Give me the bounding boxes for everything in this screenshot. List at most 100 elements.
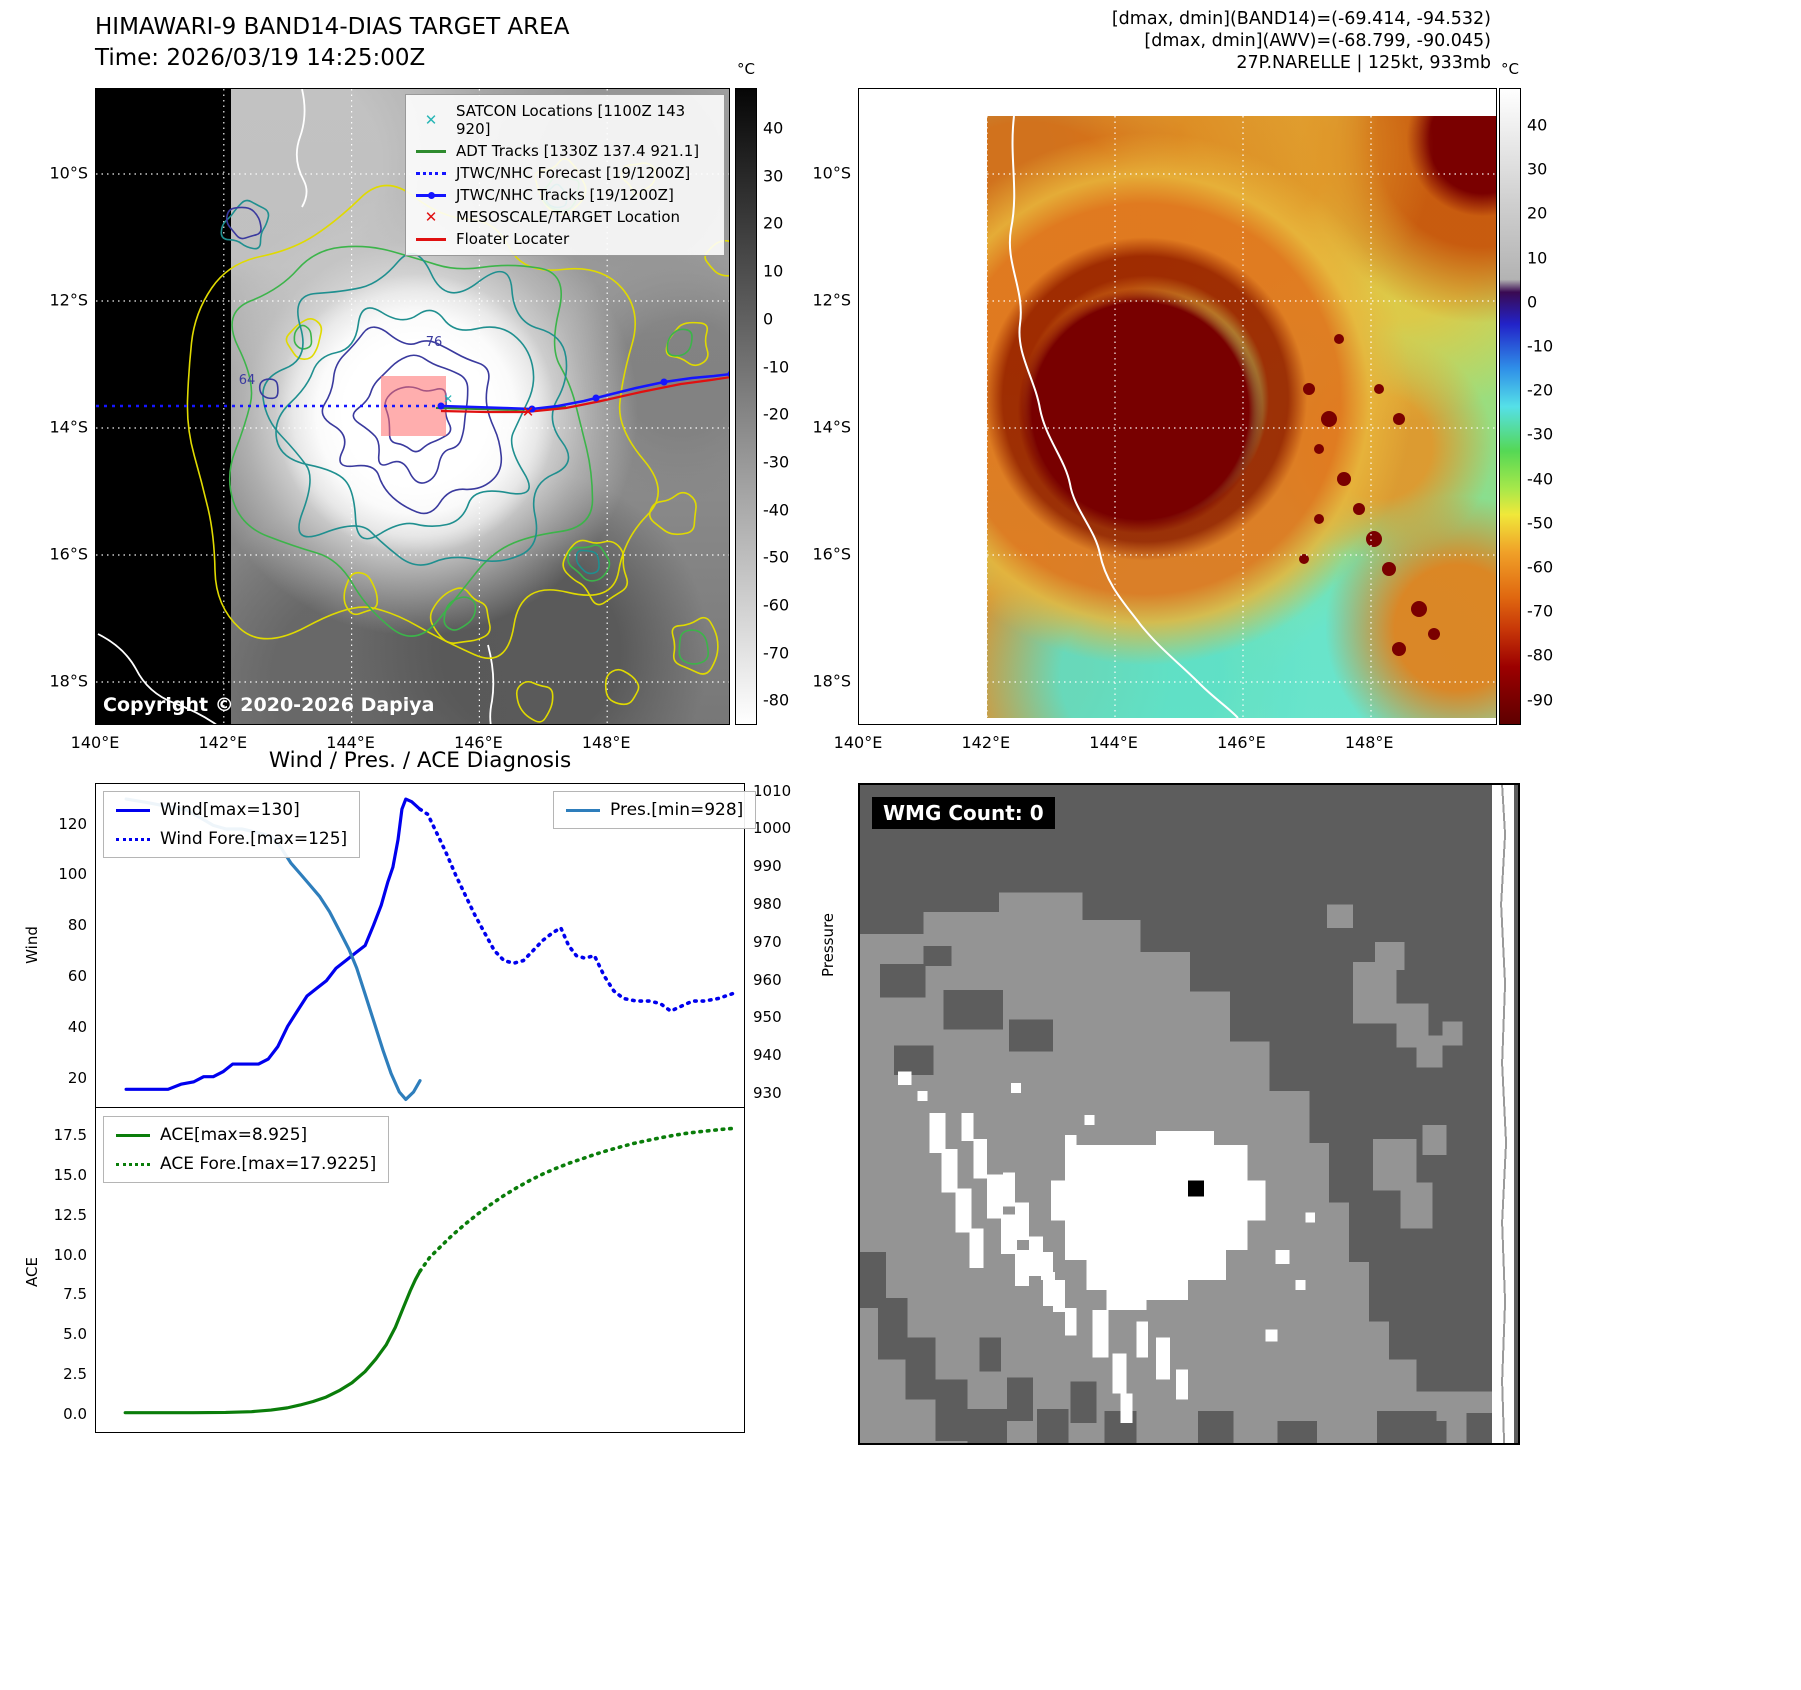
pressure-ytick: 940 [753,1046,782,1065]
legend-item: ACE[max=8.925] [116,1125,376,1145]
line-icon [116,808,150,812]
wind-ytick: 120 [58,814,87,833]
map-a-xtick: 140°E [70,733,120,752]
legend-item-label: Wind Fore.[max=125] [160,829,348,849]
legend-item: ✕ MESOSCALE/TARGET Location [414,208,716,226]
panel-b-header: [dmax, dmin](BAND14)=(-69.414, -94.532) … [1112,8,1491,74]
map-a-xtick: 142°E [198,733,248,752]
legend-item-label: ACE Fore.[max=17.9225] [160,1154,377,1174]
coastline [295,89,308,208]
wind-ytick: 40 [67,1017,87,1036]
colorbar-a-unit: °C [737,60,755,78]
colorbar-b-tick: 20 [1527,203,1548,223]
colorbar-b-tick: -60 [1527,557,1554,577]
ace-ytick: 15.0 [53,1165,87,1184]
colorbar-b-tick: -30 [1527,424,1554,444]
floater-locater-line [440,376,729,414]
legend-item: JTWC/NHC Tracks [19/1200Z] [414,186,716,204]
colorbar-a-tick: -80 [763,690,790,710]
colorbar-a-tick: -50 [763,547,790,567]
pressure-ytick: 950 [753,1008,782,1027]
legend-item-label: Pres.[min=928] [610,800,744,820]
contour-label: 76 [426,335,443,350]
legend-item-label: ACE[max=8.925] [160,1125,308,1145]
map-a-xtick: 144°E [326,733,375,752]
track-point-marker [528,405,536,413]
wind-legend: Wind[max=130] Wind Fore.[max=125] [103,791,361,858]
track-point-marker [437,402,445,410]
wind-ytick: 60 [67,966,87,985]
legend-item-label: MESOSCALE/TARGET Location [456,208,681,226]
map-b-ytick: 14°S [812,417,851,437]
dotted-line-icon [116,837,150,841]
legend-item: Wind[max=130] [116,800,347,820]
pressure-axis-label: Pressure [819,912,837,978]
colorbar-b-tick: -90 [1527,690,1554,710]
colorbar-b-tick: 0 [1527,292,1538,312]
colorbar-b-tick: 10 [1527,248,1548,268]
legend-item: ADT Tracks [1330Z 137.4 921.1] [414,142,716,160]
colorbar-a-tick: -40 [763,500,790,520]
map-a-ytick: 14°S [49,417,88,437]
chart-section-title: Wind / Pres. / ACE Diagnosis [268,748,572,773]
colorbar-a-tick: -20 [763,404,790,424]
map-b-xtick: 144°E [1089,733,1138,752]
ace-ytick: 12.5 [53,1205,87,1224]
map-a-ytick: 18°S [49,671,88,691]
wmg-map: WMG Count: 0 [858,783,1520,1445]
colorbar-a-tick: -10 [763,357,790,376]
pressure-ytick: 970 [753,932,782,951]
map-b-ytick: 16°S [812,544,851,564]
panel-a-title-block: HIMAWARI-9 BAND14-DIAS TARGET AREA Time:… [95,12,569,74]
colorbar-a-tick: 10 [763,261,784,281]
pressure-ytick: 980 [753,894,782,913]
contour-label: 64 [239,373,256,388]
map-a-ytick: 16°S [49,544,88,564]
colorbar-a-tick: 20 [763,213,784,233]
colorbar-b-tick: -20 [1527,380,1554,400]
colorbar-grayscale [735,88,757,725]
series-line [418,1126,737,1273]
track-point-marker [727,371,729,377]
coastline [1008,115,1239,719]
legend-item-label: Floater Locater [456,230,570,248]
ir-map-enhanced [858,88,1497,725]
ace-ytick: 2.5 [63,1365,87,1384]
track-point-marker [660,378,668,386]
colorbar-b-tick: 40 [1527,115,1548,135]
legend-item-label: JTWC/NHC Forecast [19/1200Z] [456,164,691,182]
pressure-ytick: 1010 [753,781,792,800]
target-x-icon: ✕ [522,403,535,421]
map-legend: ✕ SATCON Locations [1100Z 143 920] ADT Tra… [405,94,725,256]
colorbar-b-tick: -70 [1527,601,1554,621]
dmax-dmin-band14: [dmax, dmin](BAND14)=(-69.414, -94.532) [1111,9,1491,29]
colorbar-b-tick: -50 [1527,513,1554,533]
colorbar-a-tick: 40 [763,118,784,138]
legend-item: ACE Fore.[max=17.9225] [116,1154,376,1174]
pressure-ytick: 960 [753,970,782,989]
map-b-ytick: 18°S [812,671,851,691]
line-green-marker-icon [414,149,448,153]
mesoscale-target-square [381,376,446,436]
line-icon [566,808,600,812]
colorbar-a-tick: 0 [763,309,774,329]
map-b-overlay [986,115,1496,719]
wmg-pixel-image [860,785,1518,1443]
ir-map-grayscale: 64 76 ✕ ✕ ✕ SATCON Locations [1100Z 143 920]… [95,88,730,725]
ace-ytick: 10.0 [53,1245,87,1264]
map-b-xtick: 146°E [1217,733,1266,752]
colorbar-b-tick: 30 [1527,159,1548,179]
pressure-legend: Pres.[min=928] [553,791,757,829]
colorbar-a-tick: 30 [763,166,784,186]
wmg-count-label: WMG Count: 0 [872,797,1055,829]
legend-item: ✕ SATCON Locations [1100Z 143 920] [414,102,716,138]
target-marker [1188,1180,1204,1197]
storm-id-intensity: 27P.NARELLE | 125kt, 933mb [1236,53,1491,73]
ace-axis-label: ACE [23,1257,41,1287]
line-dot-blue-marker-icon [414,191,448,199]
x-teal-marker-icon: ✕ [424,111,438,129]
colorbar-a-tick: -60 [763,595,790,615]
coastline [97,633,217,724]
ace-ytick: 5.0 [63,1325,87,1344]
